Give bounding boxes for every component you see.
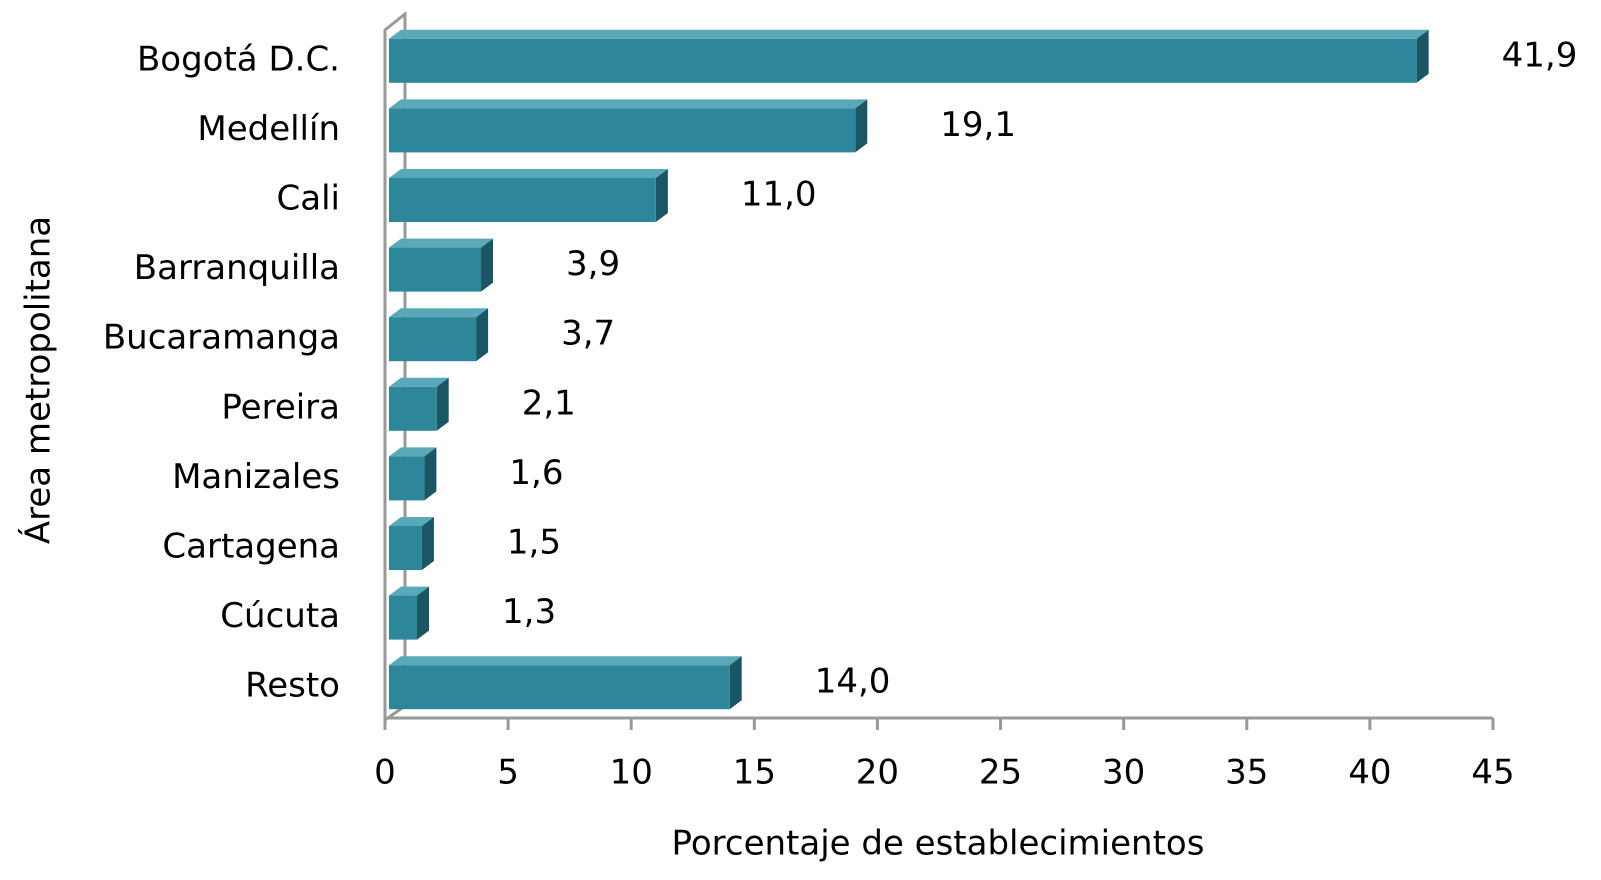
bar-top xyxy=(389,517,434,526)
x-tick-label: 0 xyxy=(374,753,396,793)
bar-side xyxy=(855,99,868,153)
bar xyxy=(389,665,730,710)
x-axis-label: Porcentaje de establecimientos xyxy=(672,824,1205,864)
y-tick-label: Pereira xyxy=(221,387,340,427)
bar xyxy=(389,178,656,222)
data-label: 3,7 xyxy=(561,314,615,354)
data-label: 14,0 xyxy=(815,662,891,702)
bar-side xyxy=(1416,29,1429,83)
bar-top xyxy=(389,238,494,248)
bar-side xyxy=(476,308,489,362)
x-tick-label: 40 xyxy=(1348,753,1391,793)
x-tick-label: 30 xyxy=(1102,753,1145,793)
bar xyxy=(389,317,477,362)
bar xyxy=(389,526,422,570)
x-tick-label: 15 xyxy=(733,753,776,793)
bar-side xyxy=(729,656,742,710)
x-tick-label: 35 xyxy=(1225,753,1268,793)
x-tick-label: 10 xyxy=(610,753,653,793)
y-tick-label: Barranquilla xyxy=(134,248,340,288)
bar-side xyxy=(417,586,430,640)
x-tick-label: 20 xyxy=(856,753,899,793)
bar xyxy=(389,108,856,153)
bar-top xyxy=(389,656,742,666)
bar-top xyxy=(389,99,868,109)
data-label: 41,9 xyxy=(1502,35,1578,75)
bar xyxy=(389,386,437,431)
bar xyxy=(389,38,1417,83)
data-label: 1,3 xyxy=(502,592,556,632)
bar-side xyxy=(481,238,494,292)
bar-side xyxy=(421,517,434,570)
bar-top xyxy=(389,447,437,457)
bar-top xyxy=(389,586,430,596)
y-tick-label: Cúcuta xyxy=(220,596,340,636)
data-label: 3,9 xyxy=(566,244,620,284)
bar-side xyxy=(655,169,668,222)
y-tick-label: Medellín xyxy=(197,109,340,149)
bar xyxy=(389,456,425,501)
data-label: 11,0 xyxy=(741,175,817,215)
y-tick-label: Cartagena xyxy=(162,527,340,567)
bar-side xyxy=(436,377,449,431)
x-tick-label: 45 xyxy=(1471,753,1514,793)
bar-side xyxy=(424,447,437,501)
data-label: 2,1 xyxy=(522,383,576,423)
y-tick-label: Bogotá D.C. xyxy=(137,39,340,79)
bar xyxy=(389,247,482,292)
x-tick-label: 25 xyxy=(979,753,1022,793)
x-tick-label: 5 xyxy=(497,753,519,793)
data-label: 1,6 xyxy=(509,453,563,493)
bar-top xyxy=(389,29,1429,39)
bar-top xyxy=(389,169,668,178)
y-tick-label: Resto xyxy=(245,666,340,706)
y-tick-label: Bucaramanga xyxy=(103,318,340,358)
bar-top xyxy=(389,377,449,387)
bar-top xyxy=(389,308,489,318)
data-label: 19,1 xyxy=(940,105,1016,145)
data-label: 1,5 xyxy=(507,523,561,563)
bar xyxy=(389,595,418,640)
y-axis-label: Área metropolitana xyxy=(18,216,59,544)
y-tick-label: Cali xyxy=(277,179,340,219)
y-tick-label: Manizales xyxy=(172,457,340,497)
